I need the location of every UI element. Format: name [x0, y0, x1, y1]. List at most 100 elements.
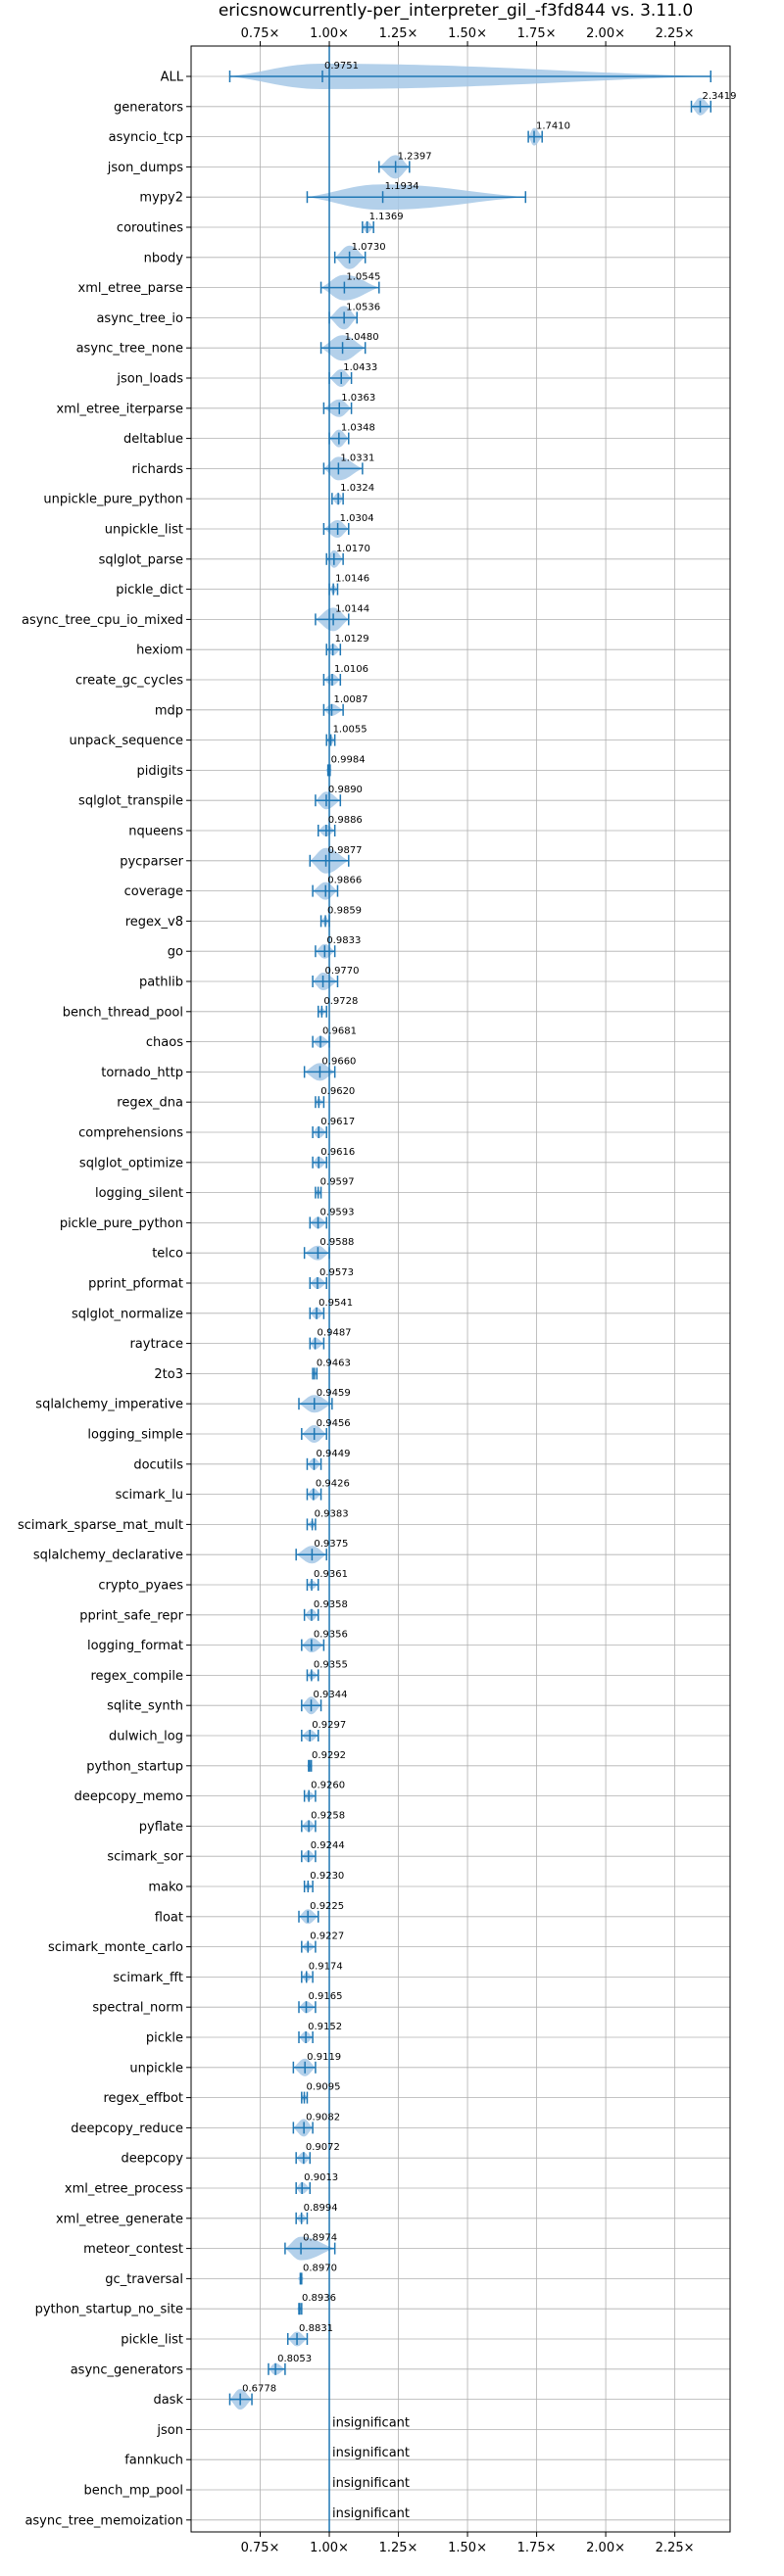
value-label: 0.9859	[327, 905, 362, 916]
benchmark-name: generators	[114, 100, 183, 115]
chart-title: ericsnowcurrently-per_interpreter_gil_-f…	[219, 1, 693, 21]
value-label: 1.0146	[335, 574, 369, 585]
benchmark-name: crypto_pyaes	[98, 1579, 183, 1594]
benchmark-name: pycparser	[120, 854, 183, 869]
benchmark-name: xml_etree_parse	[78, 281, 183, 296]
benchmark-name: scimark_sor	[107, 1850, 183, 1865]
value-label: 1.0348	[341, 423, 375, 434]
benchmark-name: telco	[152, 1247, 183, 1262]
value-label: 1.7410	[536, 121, 570, 132]
benchmark-name: xml_etree_process	[65, 2182, 183, 2197]
benchmark-name: scimark_monte_carlo	[48, 1940, 183, 1955]
benchmark-name: bench_mp_pool	[83, 2484, 183, 2499]
benchmark-name: mypy2	[139, 191, 183, 206]
x-tick-label-bottom: 1.00×	[310, 2541, 349, 2555]
x-tick-label-bottom: 2.00×	[586, 2541, 625, 2555]
value-label: 0.9355	[314, 1659, 348, 1670]
benchmark-name: ALL	[161, 71, 184, 85]
benchmark-name: logging_silent	[95, 1186, 183, 1201]
benchmark-name: sqlglot_transpile	[78, 794, 183, 809]
value-label: 0.9260	[311, 1781, 345, 1791]
value-label: 0.9890	[328, 785, 363, 795]
value-label: 0.9463	[317, 1358, 351, 1368]
benchmark-name: regex_effbot	[103, 2091, 183, 2106]
value-label: 0.8970	[303, 2263, 337, 2273]
benchmark-name: logging_format	[87, 1639, 183, 1653]
benchmark-name: spectral_norm	[92, 2001, 183, 2016]
value-label: 0.9082	[306, 2112, 340, 2123]
value-label: 0.9616	[320, 1147, 355, 1158]
value-label: 1.0144	[335, 603, 369, 614]
benchmark-name: pyflate	[139, 1820, 183, 1835]
value-label: 1.0363	[341, 393, 375, 404]
benchmark-name: regex_v8	[125, 915, 183, 930]
value-label: 0.9383	[315, 1508, 349, 1519]
value-label: 1.0106	[334, 664, 368, 675]
value-label: 0.9095	[307, 2082, 341, 2093]
x-tick-label-top: 1.50×	[448, 26, 487, 41]
benchmark-name: deepcopy_reduce	[71, 2122, 183, 2136]
benchmark-name: sqlglot_parse	[99, 552, 183, 567]
value-label: 0.9375	[314, 1539, 348, 1550]
value-label: 0.9344	[314, 1690, 348, 1700]
value-label: 0.9072	[306, 2142, 340, 2153]
value-label: 2.3419	[703, 91, 737, 102]
x-tick-label-top: 0.75×	[241, 26, 280, 41]
benchmark-name: json	[156, 2423, 183, 2438]
value-label: 0.9588	[319, 1237, 354, 1248]
x-tick-label-top: 2.25×	[656, 26, 695, 41]
benchmark-name: richards	[132, 462, 184, 477]
benchmark-name: deepcopy	[121, 2152, 183, 2167]
value-label: 0.9866	[327, 876, 362, 886]
value-label: 0.9426	[316, 1479, 350, 1490]
value-label: 0.8994	[304, 2203, 338, 2214]
value-label: 0.9620	[320, 1086, 355, 1097]
value-label: 0.9877	[328, 845, 363, 856]
value-label: 1.1369	[369, 212, 404, 222]
value-label: 0.9292	[312, 1750, 346, 1761]
benchmark-name: nqueens	[128, 825, 183, 839]
value-label: 0.9681	[322, 1026, 357, 1037]
value-label: 0.9174	[309, 1961, 343, 1972]
x-tick-label-bottom: 1.75×	[517, 2541, 557, 2555]
benchmark-name: hexiom	[136, 644, 183, 658]
value-label: 0.9886	[328, 815, 363, 826]
value-label: 1.0087	[333, 694, 368, 705]
value-label: 1.0545	[346, 272, 380, 283]
benchmark-name: async_generators	[71, 2362, 184, 2377]
benchmark-name: sqlglot_optimize	[79, 1156, 183, 1170]
benchmark-name: comprehensions	[78, 1126, 183, 1141]
benchmark-name: go	[168, 945, 183, 960]
value-label: 0.8831	[299, 2323, 333, 2334]
value-label: 1.1934	[385, 181, 419, 192]
value-label: 0.9833	[326, 935, 361, 946]
benchmark-name: pprint_pformat	[88, 1277, 183, 1292]
x-tick-label-bottom: 1.25×	[379, 2541, 418, 2555]
benchmark-name: scimark_sparse_mat_mult	[18, 1518, 183, 1533]
benchmark-name: unpickle	[129, 2061, 183, 2075]
value-label: 0.9449	[316, 1449, 350, 1459]
benchmark-name: unpickle_list	[105, 523, 183, 538]
benchmark-name: pathlib	[139, 976, 183, 990]
value-label: 1.2397	[398, 151, 432, 162]
benchmark-name: logging_simple	[87, 1428, 183, 1443]
value-label: 0.8974	[303, 2233, 337, 2244]
benchmark-name: deltablue	[123, 432, 183, 447]
benchmark-name: float	[155, 1910, 183, 1925]
benchmark-name: unpickle_pure_python	[43, 493, 183, 507]
benchmark-name: python_startup_no_site	[35, 2303, 183, 2317]
value-label: 1.0304	[340, 513, 374, 524]
value-label: 1.0170	[336, 544, 370, 554]
x-tick-label-top: 1.25×	[379, 26, 418, 41]
value-label: 0.9244	[311, 1840, 345, 1851]
value-label: 0.9456	[317, 1418, 351, 1429]
value-label: 1.0331	[340, 453, 374, 463]
benchmark-name: gc_traversal	[105, 2272, 183, 2287]
benchmark-name: asyncio_tcp	[109, 130, 183, 145]
benchmark-name: python_startup	[86, 1759, 183, 1774]
value-label: 0.9751	[324, 61, 359, 72]
value-label: 0.9013	[304, 2172, 338, 2183]
value-label: 0.8053	[277, 2354, 312, 2364]
x-tick-label-top: 1.75×	[517, 26, 557, 41]
